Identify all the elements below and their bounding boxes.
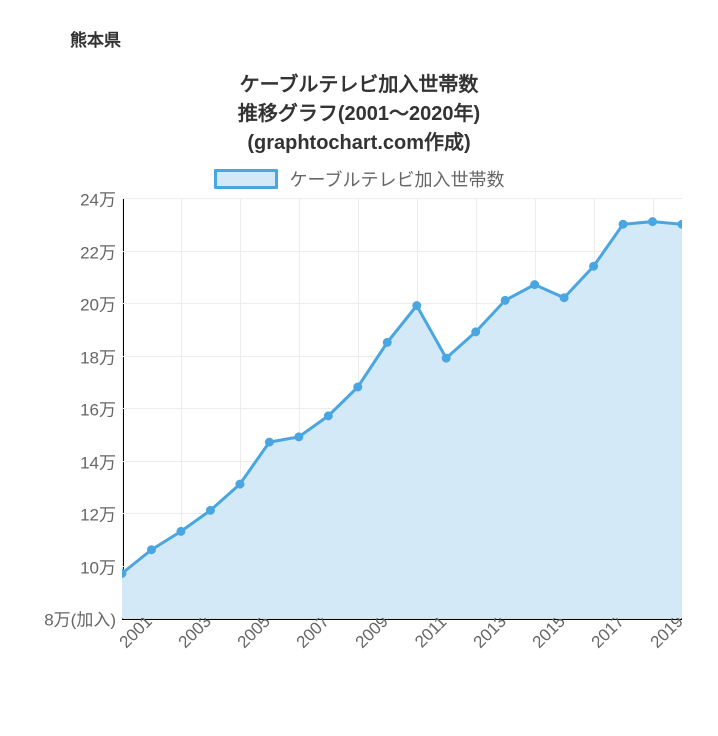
data-point bbox=[560, 293, 569, 302]
data-point bbox=[383, 338, 392, 347]
area-fill bbox=[122, 222, 682, 618]
data-point bbox=[294, 432, 303, 441]
y-axis-label: 20万 bbox=[80, 291, 122, 316]
data-point bbox=[589, 262, 598, 271]
data-point bbox=[619, 220, 628, 229]
data-point bbox=[530, 280, 539, 289]
title-line: (graphtochart.com作成) bbox=[247, 132, 470, 154]
legend-swatch bbox=[214, 169, 278, 189]
y-axis-label: 22万 bbox=[80, 238, 122, 263]
chart-legend: ケーブルテレビ加入世帯数 bbox=[22, 166, 696, 192]
chart-svg bbox=[122, 198, 682, 618]
title-line: 推移グラフ(2001〜2020年) bbox=[238, 103, 480, 125]
chart-title: ケーブルテレビ加入世帯数 推移グラフ(2001〜2020年) (graphtoc… bbox=[22, 71, 696, 158]
data-point bbox=[353, 383, 362, 392]
data-point bbox=[206, 506, 215, 515]
data-point bbox=[324, 411, 333, 420]
y-axis-label: 14万 bbox=[80, 448, 122, 473]
chart-area: 8万(加入)10万12万14万16万18万20万22万24万2001200320… bbox=[48, 198, 682, 678]
y-axis-label: 12万 bbox=[80, 501, 122, 526]
data-point bbox=[176, 527, 185, 536]
y-axis-label: 10万 bbox=[80, 553, 122, 578]
data-point bbox=[648, 217, 657, 226]
data-point bbox=[412, 301, 421, 310]
y-axis-label: 24万 bbox=[80, 186, 122, 211]
data-point bbox=[265, 438, 274, 447]
legend-label: ケーブルテレビ加入世帯数 bbox=[290, 166, 505, 192]
y-axis-label: 16万 bbox=[80, 396, 122, 421]
data-point bbox=[442, 354, 451, 363]
data-point bbox=[471, 327, 480, 336]
data-point bbox=[501, 296, 510, 305]
data-point bbox=[235, 480, 244, 489]
y-axis-label: 8万(加入) bbox=[44, 606, 122, 631]
region-label: 熊本県 bbox=[70, 26, 696, 51]
data-point bbox=[147, 545, 156, 554]
title-line: ケーブルテレビ加入世帯数 bbox=[240, 74, 479, 96]
y-axis-label: 18万 bbox=[80, 343, 122, 368]
